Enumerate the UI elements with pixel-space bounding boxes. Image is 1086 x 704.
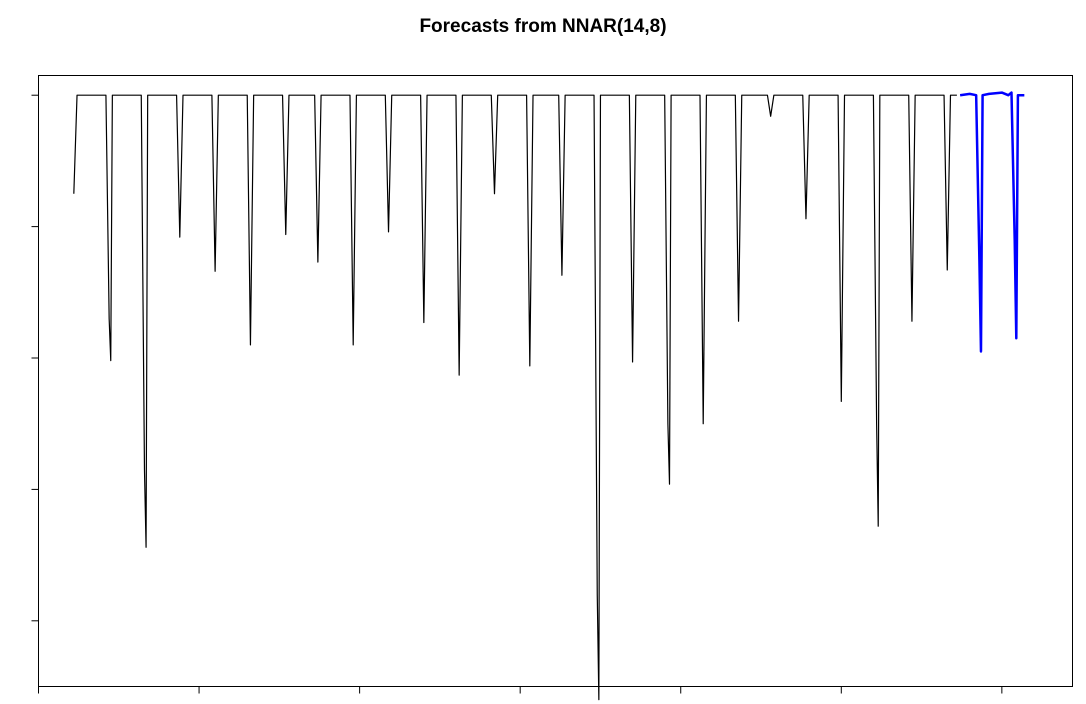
- x-axis: [38, 686, 1003, 694]
- series-layer: [73, 91, 1025, 701]
- observed-series-line: [73, 94, 957, 701]
- y-axis: [31, 94, 39, 622]
- plot-box: [38, 75, 1073, 687]
- chart-title: Forecasts from NNAR(14,8): [419, 16, 667, 37]
- forecast-series-line: [959, 91, 1025, 353]
